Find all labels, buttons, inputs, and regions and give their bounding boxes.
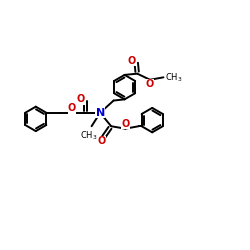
Text: O: O: [121, 119, 130, 129]
Text: O: O: [77, 94, 85, 104]
Text: O: O: [146, 79, 154, 89]
Text: O: O: [97, 136, 106, 146]
Text: CH$_3$: CH$_3$: [165, 71, 182, 84]
Text: N: N: [96, 108, 105, 118]
Text: CH$_3$: CH$_3$: [80, 129, 98, 142]
Text: O: O: [128, 56, 136, 66]
Text: O: O: [68, 104, 76, 114]
